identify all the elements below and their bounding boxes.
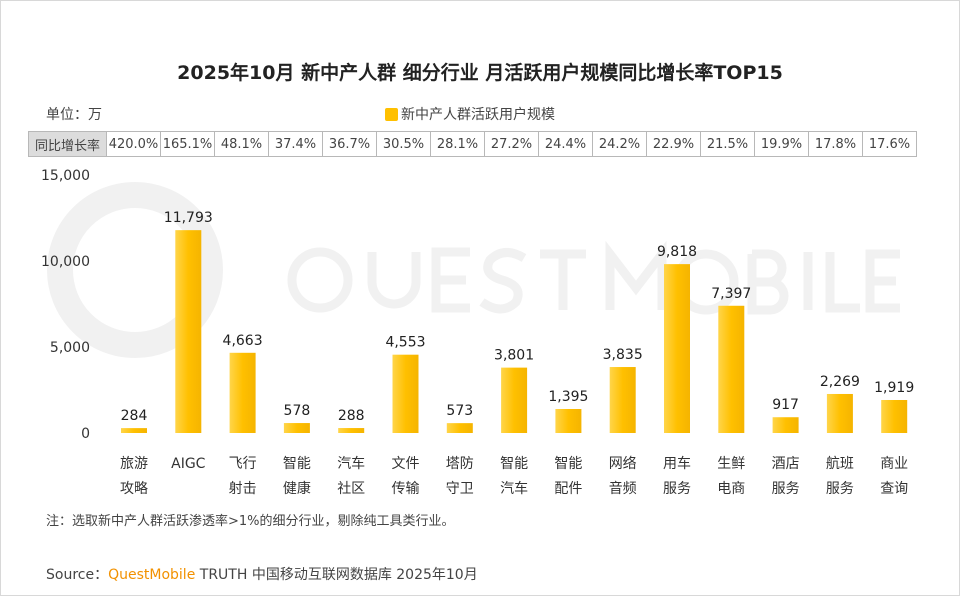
legend-swatch — [385, 107, 398, 121]
x-tick-label: 社区 — [337, 481, 365, 497]
bar — [121, 428, 147, 433]
y-tick-label: 0 — [81, 426, 90, 442]
watermark-logo — [47, 182, 223, 358]
x-tick-label: 生鲜 — [717, 456, 745, 472]
bar — [664, 264, 690, 433]
yoy-cell: 165.1% — [160, 131, 215, 157]
data-label: 288 — [338, 408, 365, 424]
x-tick-label: 健康 — [283, 480, 311, 497]
x-tick-label: 酒店 — [772, 456, 800, 472]
data-label: 4,663 — [223, 333, 263, 349]
x-tick-label: 航班 — [826, 456, 854, 472]
data-label: 1,395 — [548, 389, 588, 405]
data-label: 2,269 — [820, 374, 860, 390]
x-tick-label: 智能 — [283, 456, 311, 472]
x-tick-label: 服务 — [772, 481, 800, 497]
bar — [283, 423, 310, 433]
yoy-cell: 37.4% — [268, 131, 323, 157]
bar — [881, 399, 908, 433]
chart-title: 2025年10月 新中产人群 细分行业 月活跃用户规模同比增长率TOP15 — [177, 62, 783, 84]
yoy-cell: 17.8% — [808, 131, 863, 157]
bar — [446, 423, 473, 433]
yoy-header: 同比增长率 — [28, 131, 107, 157]
yoy-cell: 21.5% — [700, 131, 755, 157]
x-tick-label: 服务 — [663, 481, 691, 497]
y-tick-label: 10,000 — [41, 254, 90, 270]
x-tick-label: 飞行 — [229, 456, 257, 472]
source-text: TRUTH 中国移动互联网数据库 2025年10月 — [195, 567, 478, 583]
bar — [338, 428, 365, 433]
x-tick-label: 塔防 — [446, 456, 474, 472]
x-tick-label: 射击 — [229, 481, 257, 497]
unit-label: 单位：万 — [46, 107, 102, 123]
data-label: 578 — [284, 403, 311, 419]
source-label: Source： — [46, 567, 109, 583]
x-tick-label: 用车 — [663, 455, 691, 472]
x-tick-label: 智能 — [500, 456, 528, 472]
x-tick-label: 音频 — [609, 480, 637, 497]
x-tick-label: 网络 — [609, 456, 637, 472]
data-label: 9,818 — [657, 244, 697, 260]
yoy-cell: 22.9% — [646, 131, 701, 157]
x-tick-label: 配件 — [554, 481, 582, 497]
source-brand: QuestMobile — [108, 567, 196, 583]
yoy-cell: 28.1% — [430, 131, 485, 157]
yoy-cell: 48.1% — [214, 131, 269, 157]
bar — [609, 367, 636, 433]
x-tick-label: 查询 — [880, 481, 908, 497]
x-tick-label: 服务 — [826, 481, 854, 497]
bar — [229, 352, 256, 433]
legend-label: 新中产人群活跃用户规模 — [401, 107, 555, 123]
bar — [392, 354, 419, 433]
x-tick-label: 文件 — [392, 456, 420, 472]
data-label: 3,801 — [494, 348, 534, 364]
bar — [718, 305, 745, 433]
data-label: 7,397 — [711, 286, 751, 302]
yoy-cell: 27.2% — [484, 131, 539, 157]
yoy-cell: 420.0% — [106, 131, 161, 157]
data-label: 284 — [121, 408, 148, 424]
footnote: 注：选取新中产人群活跃渗透率>1%的细分行业，剔除纯工具类行业。 — [46, 514, 455, 529]
x-tick-label: 电商 — [717, 481, 745, 497]
x-tick-label: 汽车 — [500, 480, 528, 497]
x-tick-label: 商业 — [880, 456, 908, 472]
data-label: 4,553 — [385, 335, 425, 351]
bar — [175, 230, 202, 433]
x-tick-label: 传输 — [392, 481, 420, 497]
x-tick-label: 汽车 — [337, 455, 365, 472]
x-tick-label: AIGC — [171, 456, 206, 472]
x-tick-label: 智能 — [554, 456, 582, 472]
bar — [555, 409, 582, 433]
data-label: 917 — [772, 397, 799, 413]
source: Source：QuestMobile TRUTH 中国移动互联网数据库 2025… — [46, 564, 478, 584]
data-label: 573 — [446, 403, 473, 419]
yoy-cell: 17.6% — [862, 131, 917, 157]
data-label: 1,919 — [874, 380, 914, 396]
yoy-table: 同比增长率 420.0% 165.1% 48.1% 37.4% 36.7% 30.5% 28… — [28, 131, 917, 157]
data-label: 11,793 — [164, 210, 213, 226]
x-tick-label: 旅游 — [120, 456, 148, 472]
bar — [501, 367, 528, 433]
x-tick-label: 守卫 — [446, 481, 474, 497]
y-tick-label: 5,000 — [50, 340, 90, 356]
bar — [826, 393, 853, 433]
y-tick-label: 15,000 — [41, 168, 90, 184]
yoy-cell: 24.2% — [592, 131, 647, 157]
x-tick-label: 攻略 — [120, 481, 148, 497]
bar — [772, 417, 799, 433]
yoy-cell: 24.4% — [538, 131, 593, 157]
yoy-cell: 30.5% — [376, 131, 431, 157]
legend: 新中产人群活跃用户规模 — [385, 104, 555, 124]
yoy-cell: 36.7% — [322, 131, 377, 157]
data-label: 3,835 — [603, 347, 643, 363]
